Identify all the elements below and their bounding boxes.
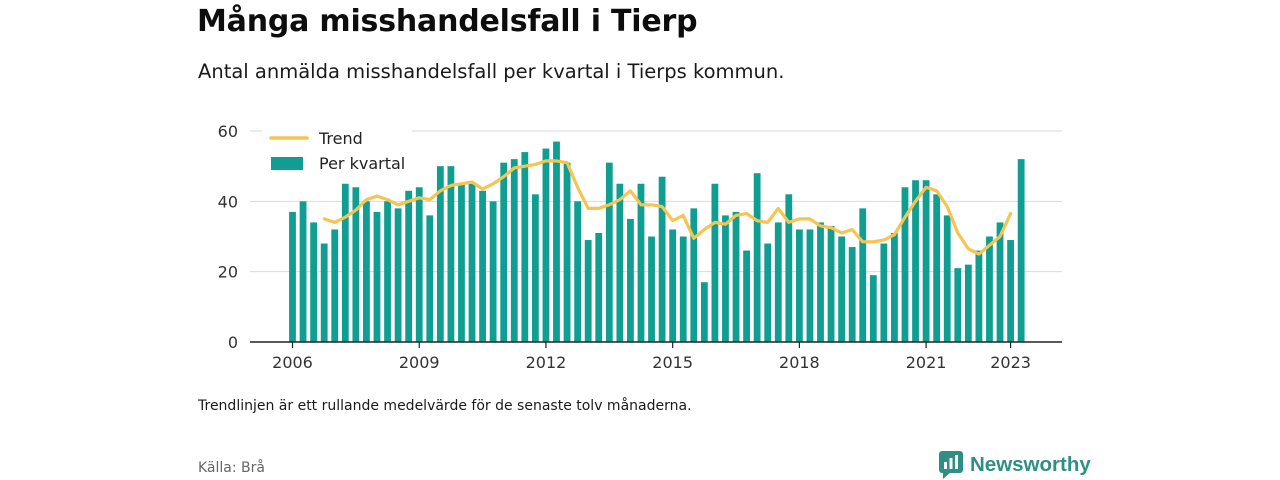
bar: [774, 222, 782, 342]
bar-chart-bubble-icon: [939, 451, 963, 479]
bar: [384, 201, 391, 342]
bar: [986, 236, 993, 342]
bar: [817, 222, 824, 342]
bar: [711, 183, 719, 342]
bar: [679, 236, 687, 342]
x-tick-label: 2021: [906, 353, 947, 372]
bar: [795, 229, 803, 342]
bar: [964, 264, 972, 342]
bar: [996, 222, 1004, 342]
bar: [912, 180, 919, 342]
y-tick-label: 0: [228, 333, 238, 352]
bar: [785, 194, 793, 342]
bar: [542, 148, 550, 342]
bar: [553, 141, 560, 342]
bar: [447, 166, 455, 342]
x-tick-label: 2015: [652, 353, 693, 372]
bar: [658, 176, 666, 342]
bar: [436, 166, 444, 342]
source-label: Källa: Brå: [198, 460, 265, 476]
bar: [954, 268, 962, 342]
newsworthy-logo[interactable]: Newsworthy: [939, 451, 1091, 479]
bar: [415, 187, 423, 342]
trend-line: [322, 159, 1013, 256]
bar: [310, 222, 318, 342]
bar: [669, 229, 677, 342]
bar: [289, 211, 296, 342]
chart-note: Trendlinjen är ett rullande medelvärde f…: [198, 398, 692, 414]
bar: [394, 208, 402, 342]
x-tick-label: 2012: [526, 353, 567, 372]
brand-name: Newsworthy: [970, 453, 1091, 476]
y-tick-label: 60: [218, 122, 238, 141]
bar: [605, 162, 613, 342]
legend-trend-label: Trend: [318, 129, 363, 148]
bar: [458, 183, 465, 342]
bar: [479, 190, 486, 342]
x-tick-label: 2018: [779, 353, 820, 372]
x-tick-label: 2006: [272, 353, 313, 372]
bar: [838, 236, 846, 342]
bar: [975, 250, 983, 342]
bar: [1007, 240, 1014, 342]
bar: [869, 275, 877, 342]
bar: [489, 201, 497, 342]
bar: [806, 229, 814, 342]
legend-bar-swatch: [271, 157, 303, 170]
bar: [627, 218, 634, 342]
bar: [299, 201, 307, 342]
bar: [764, 243, 772, 342]
y-tick-label: 40: [218, 192, 238, 211]
bar: [743, 250, 750, 342]
bar: [891, 232, 898, 342]
bar: [521, 152, 529, 342]
bar: [901, 187, 909, 342]
bar: [753, 173, 761, 342]
bar: [584, 240, 592, 342]
bar: [595, 232, 603, 342]
bar: [405, 190, 413, 342]
bar: [373, 211, 381, 342]
bar: [700, 282, 708, 342]
bar: [880, 243, 888, 342]
bar: [690, 208, 698, 342]
bar: [363, 201, 370, 342]
bar: [1017, 159, 1025, 342]
bar: [922, 180, 930, 342]
bar: [426, 215, 434, 342]
chart-subtitle: Antal anmälda misshandelsfall per kvarta…: [198, 60, 785, 83]
y-tick-label: 20: [218, 263, 238, 282]
bar: [500, 162, 508, 342]
chart-title: Många misshandelsfall i Tierp: [197, 4, 698, 39]
bar: [732, 211, 740, 342]
bar: [637, 183, 645, 342]
bar: [341, 183, 349, 342]
bar: [616, 183, 624, 342]
bar: [848, 247, 856, 342]
bar: [352, 187, 360, 342]
x-tick-label: 2009: [399, 353, 440, 372]
bar: [531, 194, 539, 342]
legend-background: [262, 126, 412, 180]
bar: [510, 159, 518, 342]
bar: [943, 215, 951, 342]
bar: [859, 208, 867, 342]
bar: [574, 201, 582, 342]
x-tick-label: 2023: [990, 353, 1031, 372]
bar: [722, 215, 729, 342]
bar: [320, 243, 328, 342]
bar: [468, 183, 476, 342]
bar: [933, 194, 941, 342]
bar: [331, 229, 339, 342]
legend-bar-label: Per kvartal: [319, 154, 405, 173]
bar: [648, 236, 655, 342]
chart-svg: 0 20 40 60 2006 2009 2012 2015 2018 2021 2023 Trend…: [218, 122, 1062, 372]
bar: [827, 225, 835, 342]
bar: [563, 162, 571, 342]
